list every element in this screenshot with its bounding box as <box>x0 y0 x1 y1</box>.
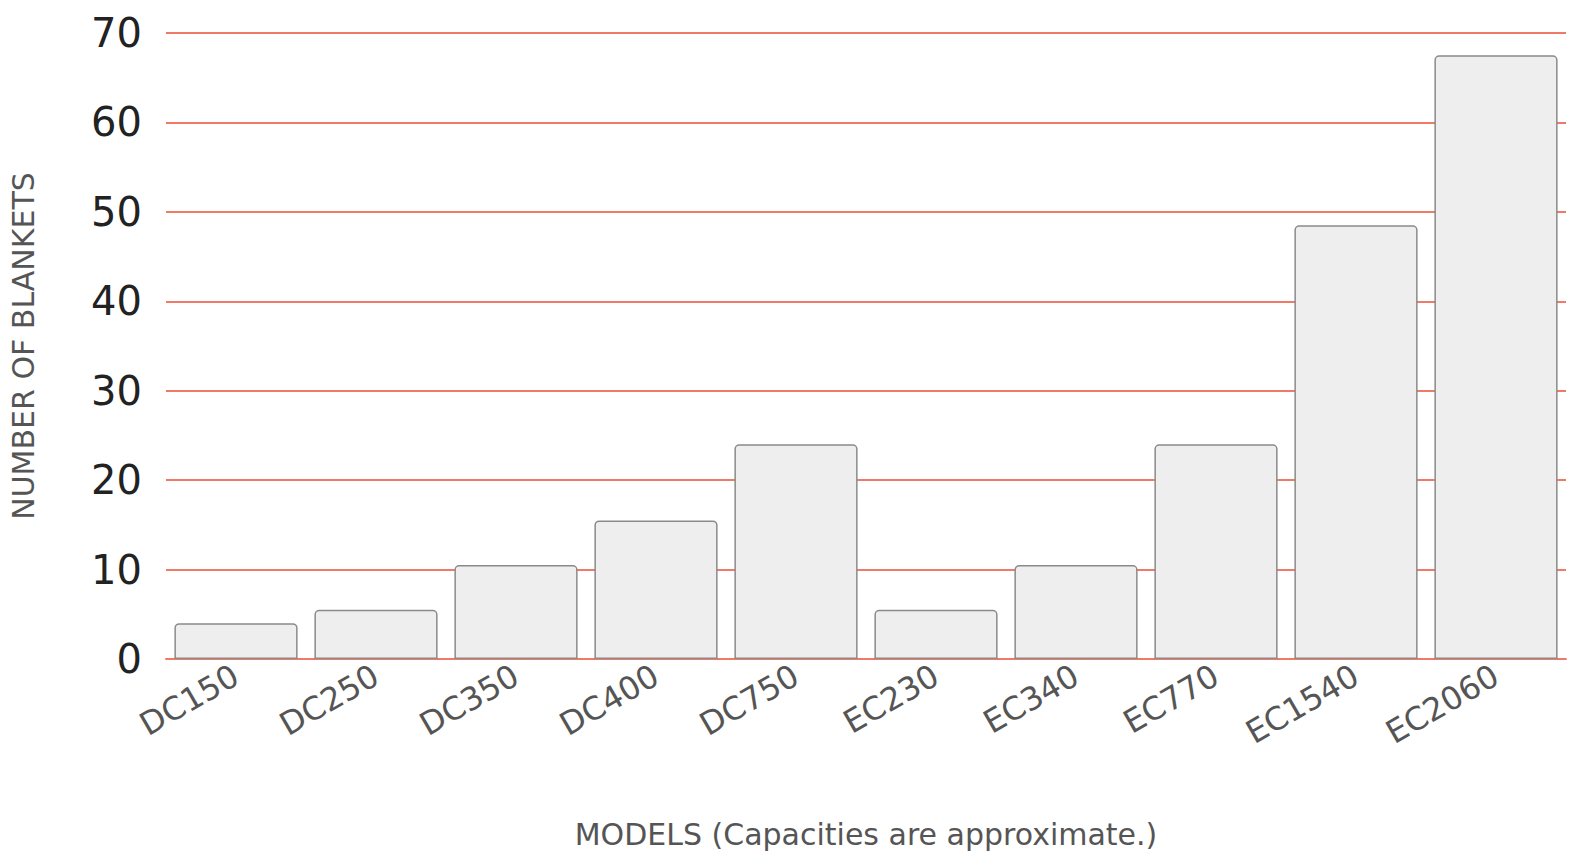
svg-text:40: 40 <box>91 278 142 324</box>
svg-text:70: 70 <box>91 10 142 56</box>
svg-text:20: 20 <box>91 457 142 503</box>
svg-text:0: 0 <box>117 636 142 682</box>
svg-text:DC250: DC250 <box>273 657 386 744</box>
svg-text:30: 30 <box>91 368 142 414</box>
svg-text:EC340: EC340 <box>977 657 1086 742</box>
svg-text:EC770: EC770 <box>1117 657 1226 742</box>
svg-text:50: 50 <box>91 189 142 235</box>
svg-text:DC350: DC350 <box>413 657 526 744</box>
svg-text:DC400: DC400 <box>553 657 666 744</box>
svg-text:DC150: DC150 <box>133 657 246 744</box>
svg-text:10: 10 <box>91 547 142 593</box>
svg-text:NUMBER OF BLANKETS: NUMBER OF BLANKETS <box>6 172 41 520</box>
svg-text:60: 60 <box>91 99 142 145</box>
svg-text:EC230: EC230 <box>837 657 946 742</box>
svg-text:MODELS (Capacities are approxi: MODELS (Capacities are approximate.) <box>575 817 1158 852</box>
svg-text:EC1540: EC1540 <box>1239 657 1365 752</box>
svg-text:DC750: DC750 <box>693 657 806 744</box>
svg-text:EC2060: EC2060 <box>1379 657 1505 752</box>
